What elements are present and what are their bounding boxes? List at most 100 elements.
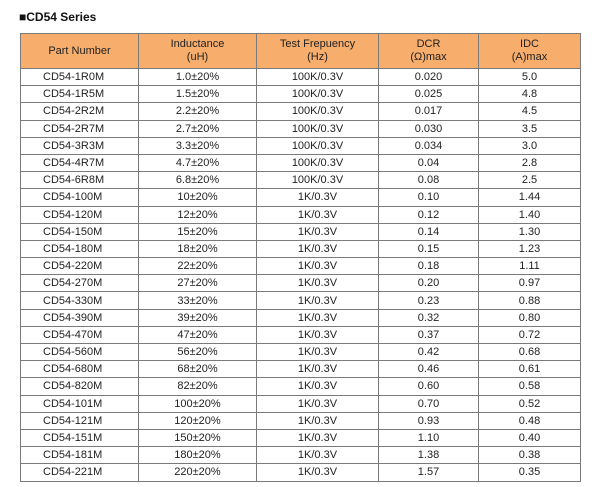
table-cell: 0.60	[378, 377, 479, 396]
table-cell: 5.0	[478, 67, 581, 87]
table-cell: 0.020	[378, 67, 479, 87]
table-row: CD54-180M 18±20% 1K/0.3V 0.15 1.23	[20, 239, 581, 259]
table-cell: 100±20%	[138, 394, 257, 413]
table-row: CD54-3R3M 3.3±20% 100K/0.3V 0.034 3.0	[20, 136, 581, 155]
table-cell: 0.80	[478, 308, 581, 327]
table-cell: 100K/0.3V	[256, 136, 379, 155]
table-cell: 2.5	[478, 171, 581, 190]
table-row: CD54-2R7M 2.7±20% 100K/0.3V 0.030 3.5	[20, 119, 581, 138]
table-cell: 1K/0.3V	[256, 257, 379, 276]
table-cell: 1K/0.3V	[256, 291, 379, 310]
table-row: CD54-330M 33±20% 1K/0.3V 0.23 0.88	[20, 291, 581, 310]
table-cell: 56±20%	[138, 342, 257, 362]
table-header: Part Number Inductance (uH) Test Frepuency(…	[20, 33, 581, 69]
table-cell: 220±20%	[138, 463, 257, 482]
table-cell: 47±20%	[138, 325, 257, 345]
table-cell: 39±20%	[138, 308, 257, 327]
part-number-cell: CD54-470M	[20, 325, 139, 345]
section-title: ■CD54 Series	[19, 10, 97, 24]
table-cell: 1K/0.3V	[256, 463, 379, 482]
part-number-cell: CD54-6R8M	[20, 171, 139, 190]
table-cell: 22±20%	[138, 257, 257, 276]
part-number-cell: CD54-180M	[20, 239, 139, 259]
header-text: DCR	[416, 38, 441, 50]
table-cell: 1K/0.3V	[256, 394, 379, 413]
header-text: (Ω)max	[410, 51, 447, 63]
table-cell: 4.7±20%	[138, 153, 257, 173]
part-number-cell: CD54-220M	[20, 257, 139, 276]
table-cell: 0.04	[378, 153, 479, 173]
table-row: CD54-470M 47±20% 1K/0.3V 0.37 0.72	[20, 325, 581, 345]
table-cell: 100K/0.3V	[256, 67, 379, 87]
header-text: (A)max	[511, 51, 548, 63]
table-cell: 120±20%	[138, 411, 257, 430]
part-number-cell: CD54-560M	[20, 342, 139, 362]
table-cell: 1K/0.3V	[256, 274, 379, 293]
table-cell: 0.030	[378, 119, 479, 138]
table-row: CD54-151M 150±20% 1K/0.3V 1.10 0.40	[20, 428, 581, 448]
part-number-cell: CD54-330M	[20, 291, 139, 310]
table-cell: 3.0	[478, 136, 581, 155]
part-number-cell: CD54-100M	[20, 188, 139, 207]
table-row: CD54-390M 39±20% 1K/0.3V 0.32 0.80	[20, 308, 581, 327]
table-row: CD54-221M 220±20% 1K/0.3V 1.57 0.35	[20, 463, 581, 482]
table-cell: 1.38	[378, 446, 479, 465]
table-cell: 0.025	[378, 85, 479, 104]
header-text: (uH)	[186, 51, 209, 63]
table-cell: 0.72	[478, 325, 581, 345]
table-row: CD54-181M 180±20% 1K/0.3V 1.38 0.38	[20, 446, 581, 465]
table-cell: 100K/0.3V	[256, 171, 379, 190]
table-cell: 3.3±20%	[138, 136, 257, 155]
table-cell: 0.10	[378, 188, 479, 207]
table-cell: 1K/0.3V	[256, 205, 379, 224]
table-cell: 0.48	[478, 411, 581, 430]
table-row: CD54-220M 22±20% 1K/0.3V 0.18 1.11	[20, 257, 581, 276]
table-cell: 0.70	[378, 394, 479, 413]
part-number-cell: CD54-1R0M	[20, 67, 139, 87]
part-number-cell: CD54-680M	[20, 360, 139, 379]
part-number-cell: CD54-1R5M	[20, 85, 139, 104]
table-cell: 1.40	[478, 205, 581, 224]
header-text: IDC	[520, 38, 539, 50]
table-cell: 1K/0.3V	[256, 428, 379, 448]
header-text: Part Number	[48, 44, 111, 57]
table-cell: 180±20%	[138, 446, 257, 465]
part-number-cell: CD54-151M	[20, 428, 139, 448]
table-cell: 1K/0.3V	[256, 239, 379, 259]
table-cell: 0.20	[378, 274, 479, 293]
part-number-cell: CD54-101M	[20, 394, 139, 413]
table-cell: 0.08	[378, 171, 479, 190]
header-cell: IDC (A)max	[478, 33, 581, 69]
table-cell: 1.44	[478, 188, 581, 207]
header-row: Part Number Inductance (uH) Test Frepuency(…	[20, 33, 581, 69]
spec-table: Part Number Inductance (uH) Test Frepuency(…	[20, 33, 581, 482]
table-cell: 0.034	[378, 136, 479, 155]
header-text: Inductance	[170, 38, 225, 50]
table-cell: 12±20%	[138, 205, 257, 224]
table-cell: 0.35	[478, 463, 581, 482]
table-cell: 0.017	[378, 102, 479, 121]
table-cell: 1K/0.3V	[256, 188, 379, 207]
table-cell: 1.11	[478, 257, 581, 276]
table-cell: 0.38	[478, 446, 581, 465]
table-cell: 0.97	[478, 274, 581, 293]
table-row: CD54-121M 120±20% 1K/0.3V 0.93 0.48	[20, 411, 581, 430]
table-cell: 0.88	[478, 291, 581, 310]
table-cell: 0.12	[378, 205, 479, 224]
part-number-cell: CD54-2R2M	[20, 102, 139, 121]
table-cell: 1K/0.3V	[256, 308, 379, 327]
table-row: CD54-120M 12±20% 1K/0.3V 0.12 1.40	[20, 205, 581, 224]
part-number-cell: CD54-390M	[20, 308, 139, 327]
table-cell: 6.8±20%	[138, 171, 257, 190]
table-cell: 0.46	[378, 360, 479, 379]
header-cell: DCR (Ω)max	[378, 33, 479, 69]
part-number-cell: CD54-150M	[20, 222, 139, 241]
table-cell: 0.42	[378, 342, 479, 362]
header-cell: Test Frepuency (Hz)	[256, 33, 379, 69]
table-row: CD54-560M 56±20% 1K/0.3V 0.42 0.68	[20, 342, 581, 362]
table-row: CD54-4R7M 4.7±20% 100K/0.3V 0.04 2.8	[20, 153, 581, 173]
header-text: Test Frepuency	[279, 38, 356, 50]
part-number-cell: CD54-2R7M	[20, 119, 139, 138]
